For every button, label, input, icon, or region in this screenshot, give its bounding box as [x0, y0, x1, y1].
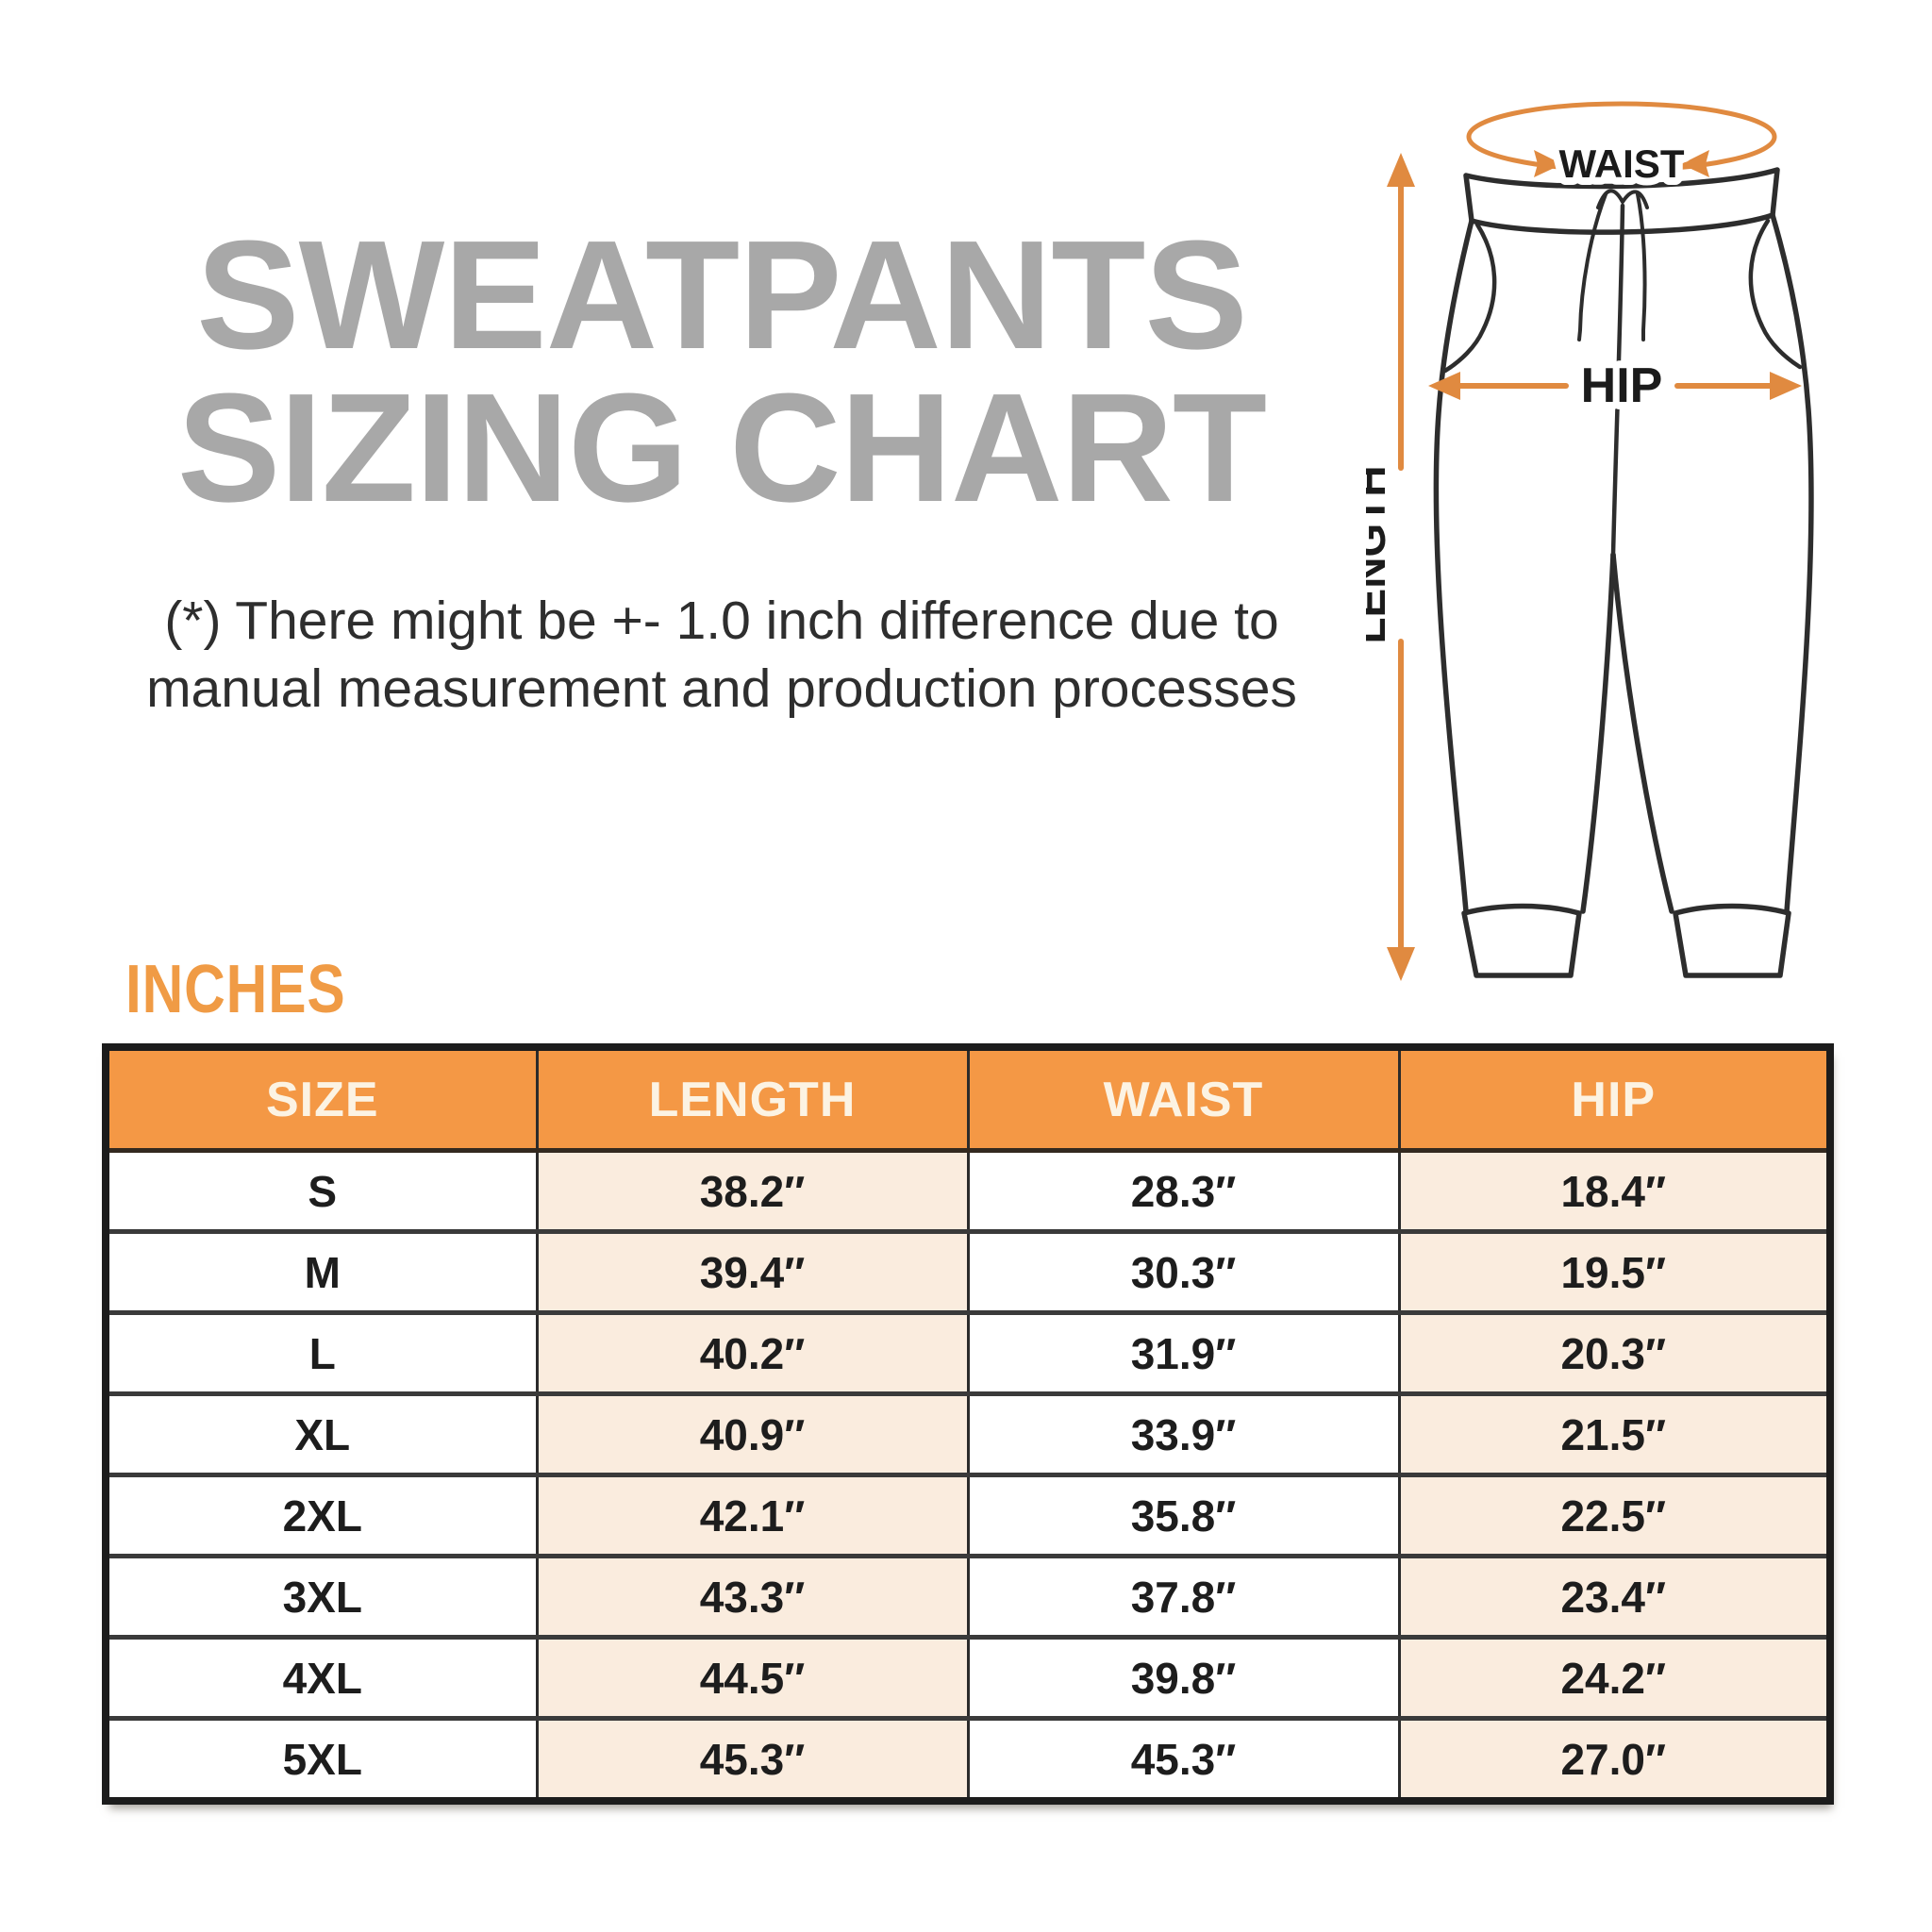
cell-length: 40.2″: [535, 1310, 970, 1395]
column-header-waist: WAIST: [966, 1045, 1401, 1153]
cell-hip: 23.4″: [1397, 1554, 1832, 1639]
cell-length: 44.5″: [535, 1635, 970, 1720]
header-row: SIZE LENGTH WAIST HIP: [104, 1045, 1832, 1153]
cell-hip: 20.3″: [1397, 1310, 1832, 1395]
cell-size: 4XL: [104, 1635, 539, 1720]
cell-waist: 39.8″: [966, 1635, 1401, 1720]
pants-outline: [1433, 167, 1814, 978]
cell-length: 38.2″: [535, 1148, 970, 1233]
cell-hip: 18.4″: [1397, 1148, 1832, 1233]
cell-length: 45.3″: [535, 1716, 970, 1803]
hip-label: HIP: [1581, 358, 1663, 413]
cell-waist: 31.9″: [966, 1310, 1401, 1395]
cell-size: L: [104, 1310, 539, 1395]
cell-waist: 45.3″: [966, 1716, 1401, 1803]
table-row: 2XL 42.1″ 35.8″ 22.5″: [104, 1473, 1832, 1557]
disclaimer-line-1: (*) There might be +- 1.0 inch differenc…: [164, 591, 1279, 651]
page-title-line-1: SWEATPANTS: [196, 208, 1248, 381]
cell-size: 3XL: [104, 1554, 539, 1639]
column-header-size: SIZE: [104, 1045, 539, 1153]
cell-length: 43.3″: [535, 1554, 970, 1639]
hip-arrow-icon: [1428, 372, 1802, 400]
drawstring: [1577, 189, 1649, 341]
pants-diagram: WAIST HIP LENGTH: [1366, 83, 1906, 1000]
table-row: 5XL 45.3″ 45.3″ 27.0″: [104, 1716, 1832, 1803]
cell-waist: 37.8″: [966, 1554, 1401, 1639]
cell-size: 5XL: [104, 1716, 539, 1803]
column-header-length: LENGTH: [535, 1045, 970, 1153]
cell-hip: 24.2″: [1397, 1635, 1832, 1720]
cell-waist: 30.3″: [966, 1229, 1401, 1314]
length-arrow-icon: [1387, 153, 1415, 981]
table-row: S 38.2″ 28.3″ 18.4″: [104, 1148, 1832, 1233]
cell-size: M: [104, 1229, 539, 1314]
size-table-header: SIZE LENGTH WAIST HIP: [104, 1045, 1832, 1153]
disclaimer-line-2: manual measurement and production proces…: [146, 658, 1297, 719]
table-row: 3XL 43.3″ 37.8″ 23.4″: [104, 1554, 1832, 1639]
disclaimer-note: (*) There might be +- 1.0 inch differenc…: [0, 587, 1443, 723]
size-table: SIZE LENGTH WAIST HIP S 38.2″ 28.3″ 18.4″ M 3…: [102, 1043, 1834, 1805]
table-row: L 40.2″ 31.9″ 20.3″: [104, 1310, 1832, 1395]
table-row: M 39.4″ 30.3″ 19.5″: [104, 1229, 1832, 1314]
cell-waist: 35.8″: [966, 1473, 1401, 1557]
cell-waist: 33.9″: [966, 1391, 1401, 1476]
cell-size: XL: [104, 1391, 539, 1476]
table-row: XL 40.9″ 33.9″ 21.5″: [104, 1391, 1832, 1476]
waist-arrow-ellipse-icon: [1466, 101, 1777, 177]
length-label: LENGTH: [1366, 465, 1394, 643]
column-header-hip: HIP: [1397, 1045, 1832, 1153]
page-title: SWEATPANTS SIZING CHART: [38, 208, 1406, 534]
waist-label: WAIST: [1559, 142, 1685, 186]
page-title-line-2: SIZING CHART: [176, 361, 1267, 534]
cell-size: S: [104, 1148, 539, 1233]
cell-hip: 21.5″: [1397, 1391, 1832, 1476]
units-label: INCHES: [125, 952, 346, 1027]
table-row: 4XL 44.5″ 39.8″ 24.2″: [104, 1635, 1832, 1720]
cell-length: 40.9″: [535, 1391, 970, 1476]
cell-length: 42.1″: [535, 1473, 970, 1557]
cell-length: 39.4″: [535, 1229, 970, 1314]
cell-waist: 28.3″: [966, 1148, 1401, 1233]
size-table-body: S 38.2″ 28.3″ 18.4″ M 39.4″ 30.3″ 19.5″ L 40.2″ 31…: [104, 1148, 1832, 1803]
cell-hip: 27.0″: [1397, 1716, 1832, 1803]
cell-size: 2XL: [104, 1473, 539, 1557]
cell-hip: 19.5″: [1397, 1229, 1832, 1314]
cell-hip: 22.5″: [1397, 1473, 1832, 1557]
